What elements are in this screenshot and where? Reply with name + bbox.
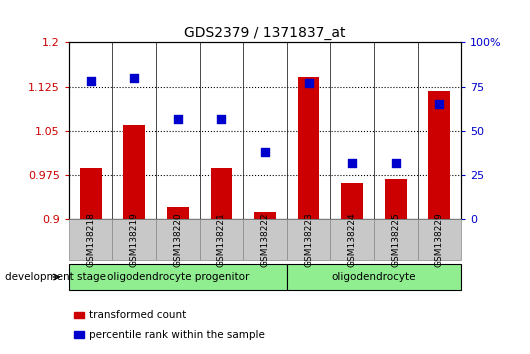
Text: GSM138225: GSM138225 — [391, 212, 400, 267]
Point — [392, 160, 400, 166]
Text: GSM138221: GSM138221 — [217, 212, 226, 267]
Text: GSM138220: GSM138220 — [173, 212, 182, 267]
Point — [261, 149, 269, 155]
Text: GSM138224: GSM138224 — [348, 212, 357, 267]
Point — [86, 79, 95, 84]
Bar — [254, 212, 276, 219]
Text: GSM138219: GSM138219 — [130, 212, 139, 267]
Bar — [167, 207, 189, 219]
Text: GSM138222: GSM138222 — [261, 212, 269, 267]
Point — [435, 102, 444, 107]
Bar — [298, 77, 320, 219]
Title: GDS2379 / 1371837_at: GDS2379 / 1371837_at — [184, 26, 346, 40]
Point — [217, 116, 226, 121]
Point — [130, 75, 138, 81]
Bar — [123, 125, 145, 219]
Bar — [80, 167, 102, 219]
Text: GSM138229: GSM138229 — [435, 212, 444, 267]
Point — [348, 160, 356, 166]
Bar — [385, 179, 407, 219]
Bar — [210, 167, 232, 219]
Point — [174, 116, 182, 121]
Text: percentile rank within the sample: percentile rank within the sample — [89, 330, 265, 339]
Bar — [341, 183, 363, 219]
Text: development stage: development stage — [5, 272, 107, 282]
Bar — [428, 91, 450, 219]
Text: transformed count: transformed count — [89, 310, 186, 320]
Text: GSM138223: GSM138223 — [304, 212, 313, 267]
Text: oligodendrocyte progenitor: oligodendrocyte progenitor — [107, 272, 249, 282]
Text: oligodendrocyte: oligodendrocyte — [332, 272, 416, 282]
Text: GSM138218: GSM138218 — [86, 212, 95, 267]
Point — [304, 80, 313, 86]
